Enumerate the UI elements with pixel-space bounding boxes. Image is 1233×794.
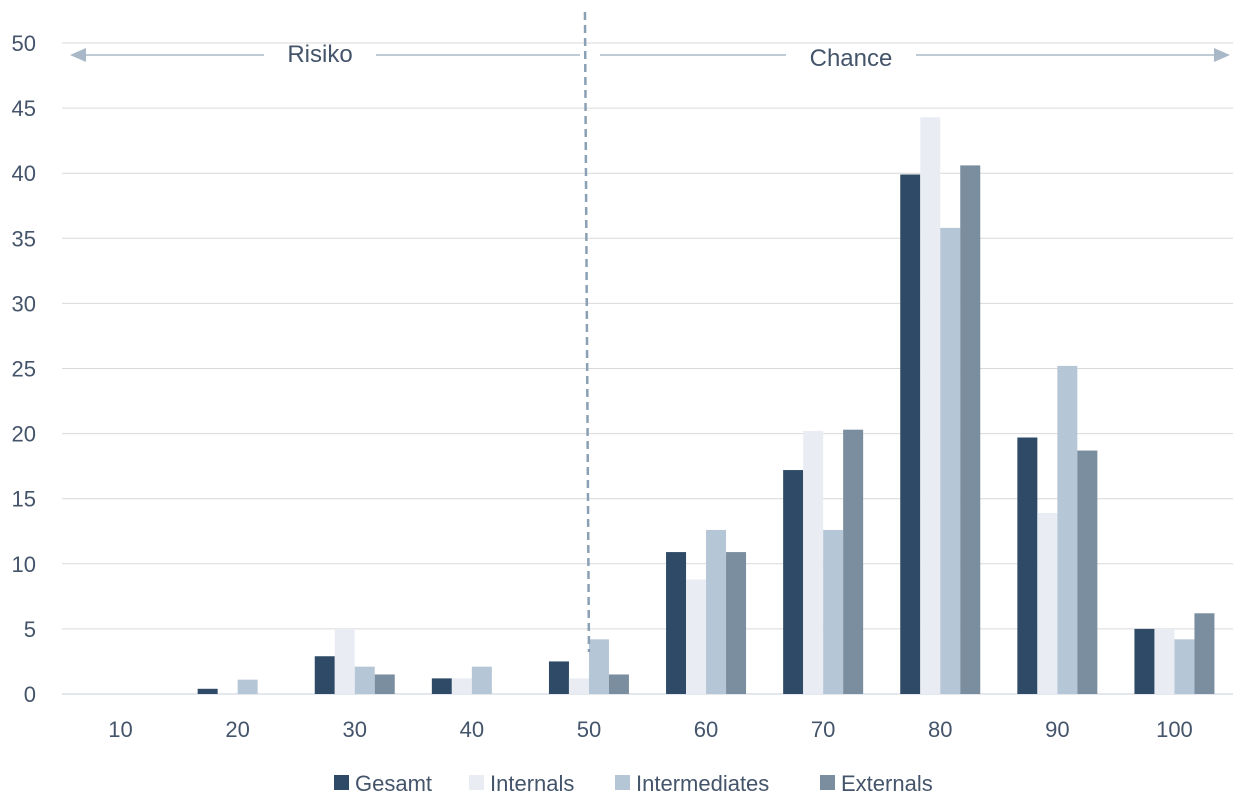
legend: Gesamt Internals Intermediates Externals — [334, 771, 933, 794]
bar-internals-40 — [451, 678, 472, 694]
bar-internals-90 — [1037, 513, 1058, 694]
bar-externals-80 — [960, 165, 981, 694]
bar-externals-90 — [1077, 450, 1098, 694]
y-axis: 0 5 10 15 20 25 30 35 40 45 50 — [12, 31, 36, 707]
x-tick-label: 10 — [108, 717, 132, 742]
y-tick-label: 45 — [12, 96, 36, 121]
legend-label-intermediates: Intermediates — [636, 771, 769, 794]
x-tick-label: 50 — [577, 717, 601, 742]
legend-swatch-intermediates — [615, 775, 630, 790]
x-axis: 10 20 30 40 50 60 70 80 90 100 — [108, 717, 1193, 742]
y-tick-label: 40 — [12, 161, 36, 186]
y-tick-label: 5 — [24, 617, 36, 642]
bar-intermediates-100 — [1174, 639, 1195, 694]
x-tick-label: 70 — [811, 717, 835, 742]
bar-externals-50 — [608, 674, 629, 694]
bar-externals-100 — [1194, 613, 1215, 694]
bar-gesamt-70 — [783, 470, 804, 694]
legend-swatch-gesamt — [334, 775, 349, 790]
bar-internals-100 — [1154, 628, 1175, 694]
bar-intermediates-90 — [1057, 365, 1078, 694]
bar-gesamt-50 — [548, 661, 569, 694]
x-tick-label: 60 — [694, 717, 718, 742]
bar-externals-30 — [374, 674, 395, 694]
bar-intermediates-70 — [823, 529, 844, 694]
y-tick-label: 25 — [12, 357, 36, 382]
bar-intermediates-30 — [354, 666, 375, 694]
bar-intermediates-20 — [237, 679, 258, 694]
chance-label: Chance — [810, 45, 893, 72]
y-tick-label: 15 — [12, 487, 36, 512]
bar-internals-70 — [803, 430, 824, 694]
bar-gesamt-100 — [1134, 628, 1155, 694]
y-tick-label: 35 — [12, 226, 36, 251]
bar-externals-70 — [843, 429, 864, 694]
bar-gesamt-40 — [431, 678, 452, 694]
y-tick-label: 20 — [12, 422, 36, 447]
x-tick-label: 90 — [1045, 717, 1069, 742]
bar-externals-60 — [726, 552, 747, 694]
risk-arrow-head — [70, 48, 86, 62]
bar-intermediates-80 — [940, 227, 961, 694]
y-tick-label: 0 — [24, 682, 36, 707]
chance-arrow-head — [1214, 48, 1230, 62]
bar-gesamt-30 — [314, 656, 335, 694]
y-tick-label: 10 — [12, 552, 36, 577]
bar-gesamt-90 — [1017, 437, 1038, 694]
x-tick-label: 100 — [1156, 717, 1193, 742]
risk-chance-annotations: Risiko Chance — [70, 11, 1230, 653]
legend-label-gesamt: Gesamt — [355, 771, 432, 794]
bar-internals-30 — [334, 628, 355, 694]
bar-gesamt-60 — [666, 552, 687, 694]
legend-label-externals: Externals — [841, 771, 933, 794]
y-tick-label: 30 — [12, 291, 36, 316]
bar-intermediates-40 — [471, 666, 492, 694]
bar-intermediates-60 — [706, 529, 727, 694]
gridlines — [62, 42, 1233, 695]
risk-label: Risiko — [287, 41, 352, 68]
legend-swatch-externals — [820, 775, 835, 790]
bar-internals-50 — [568, 678, 589, 694]
x-tick-label: 40 — [460, 717, 484, 742]
bar-gesamt-20 — [197, 688, 218, 694]
x-tick-label: 20 — [225, 717, 249, 742]
bar-internals-60 — [686, 579, 707, 694]
bar-internals-80 — [920, 117, 941, 695]
y-tick-label: 50 — [12, 31, 36, 56]
x-tick-label: 30 — [343, 717, 367, 742]
x-tick-label: 80 — [928, 717, 952, 742]
risk-chance-divider — [583, 11, 591, 653]
bar-intermediates-50 — [588, 639, 609, 694]
legend-swatch-internals — [469, 775, 484, 790]
bar-gesamt-80 — [900, 174, 921, 694]
bars — [197, 117, 1215, 695]
legend-label-internals: Internals — [490, 771, 574, 794]
